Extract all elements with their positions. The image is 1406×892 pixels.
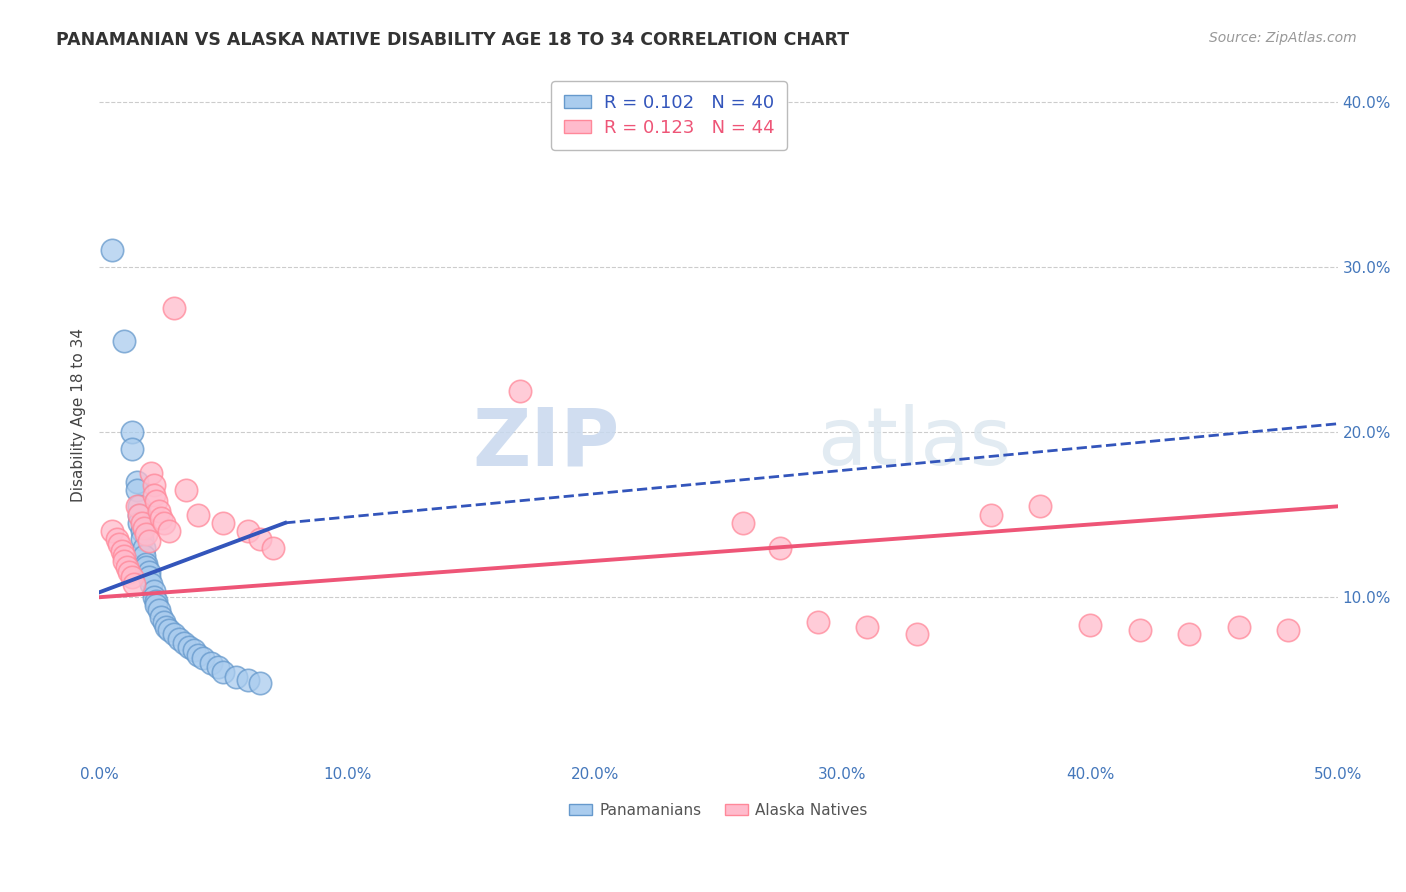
Point — [115, 560, 138, 574]
Point — [105, 533, 128, 547]
Point — [148, 603, 170, 617]
Point — [128, 508, 150, 522]
Point — [225, 669, 247, 683]
Point — [207, 659, 229, 673]
Point — [1178, 626, 1201, 640]
Point — [135, 527, 157, 541]
Point — [112, 334, 135, 348]
Point — [183, 643, 205, 657]
Y-axis label: Disability Age 18 to 34: Disability Age 18 to 34 — [72, 328, 86, 502]
Point — [167, 632, 190, 646]
Point — [212, 516, 235, 530]
Point — [1128, 624, 1150, 638]
Point — [153, 615, 176, 629]
Point — [145, 593, 167, 607]
Point — [122, 577, 145, 591]
Point — [150, 511, 173, 525]
Point — [177, 640, 200, 654]
Point — [112, 554, 135, 568]
Point — [138, 534, 160, 549]
Point — [153, 516, 176, 530]
Legend: Panamanians, Alaska Natives: Panamanians, Alaska Natives — [564, 797, 875, 824]
Point — [150, 610, 173, 624]
Point — [108, 537, 131, 551]
Point — [112, 549, 135, 563]
Point — [212, 665, 235, 679]
Point — [155, 620, 177, 634]
Point — [142, 583, 165, 598]
Text: atlas: atlas — [818, 404, 1012, 483]
Point — [769, 541, 792, 555]
Point — [856, 620, 879, 634]
Point — [148, 504, 170, 518]
Point — [905, 626, 928, 640]
Text: ZIP: ZIP — [472, 404, 620, 483]
Point — [138, 570, 160, 584]
Point — [131, 516, 153, 530]
Point — [142, 488, 165, 502]
Point — [125, 475, 148, 489]
Point — [1078, 618, 1101, 632]
Point — [249, 676, 271, 690]
Point — [200, 657, 222, 671]
Point — [163, 626, 186, 640]
Point — [132, 549, 155, 563]
Point — [187, 648, 209, 662]
Point — [157, 624, 180, 638]
Point — [1277, 624, 1299, 638]
Point — [128, 508, 150, 522]
Point — [187, 508, 209, 522]
Point — [145, 599, 167, 613]
Point — [132, 541, 155, 555]
Point — [807, 615, 830, 629]
Point — [118, 566, 141, 580]
Point — [131, 533, 153, 547]
Point — [125, 500, 148, 514]
Point — [111, 544, 134, 558]
Point — [101, 244, 124, 258]
Point — [733, 516, 755, 530]
Point — [1227, 620, 1250, 634]
Point — [128, 516, 150, 530]
Point — [157, 524, 180, 538]
Point — [141, 577, 163, 591]
Text: Source: ZipAtlas.com: Source: ZipAtlas.com — [1209, 31, 1357, 45]
Point — [142, 591, 165, 605]
Point — [145, 494, 167, 508]
Point — [131, 524, 153, 538]
Point — [173, 636, 195, 650]
Point — [135, 560, 157, 574]
Point — [101, 524, 124, 538]
Point — [121, 425, 143, 439]
Point — [509, 384, 531, 398]
Point — [980, 508, 1002, 522]
Point — [132, 521, 155, 535]
Point — [236, 673, 259, 687]
Point — [193, 651, 215, 665]
Point — [236, 524, 259, 538]
Point — [141, 467, 163, 481]
Point — [138, 566, 160, 580]
Point — [163, 301, 186, 315]
Point — [121, 570, 143, 584]
Point — [262, 541, 284, 555]
Point — [128, 500, 150, 514]
Point — [125, 483, 148, 497]
Text: PANAMANIAN VS ALASKA NATIVE DISABILITY AGE 18 TO 34 CORRELATION CHART: PANAMANIAN VS ALASKA NATIVE DISABILITY A… — [56, 31, 849, 49]
Point — [174, 483, 197, 497]
Point — [142, 478, 165, 492]
Point — [249, 533, 271, 547]
Point — [121, 442, 143, 456]
Point — [135, 557, 157, 571]
Point — [1029, 500, 1052, 514]
